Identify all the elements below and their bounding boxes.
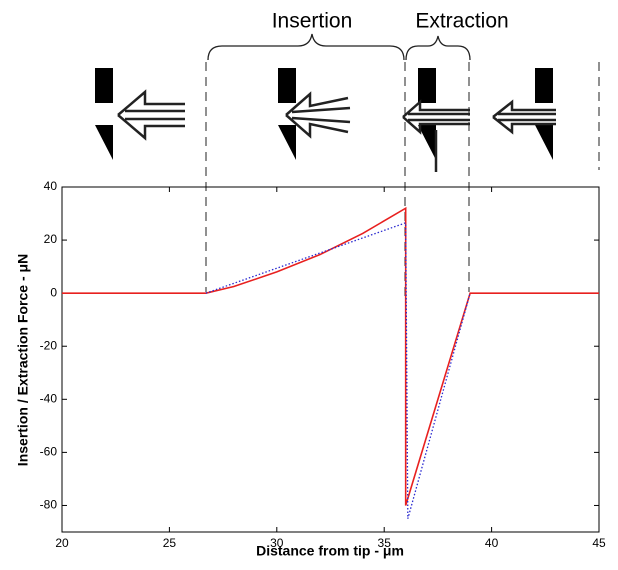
series-line — [205, 221, 471, 519]
icon-insertion — [278, 68, 351, 160]
series-line — [62, 206, 599, 506]
x-tick-label: 35 — [378, 536, 392, 550]
insertion-label: Insertion — [272, 10, 353, 33]
y-tick-label: -20 — [40, 338, 58, 352]
x-tick-label: 45 — [592, 536, 606, 550]
y-tick-label: 40 — [44, 179, 58, 193]
extraction-brace — [405, 35, 471, 61]
y-tick-label: 20 — [44, 232, 58, 246]
y-tick-label: -40 — [40, 391, 58, 405]
icon-before — [95, 68, 185, 160]
icon-extraction — [402, 68, 470, 172]
x-tick-label: 30 — [270, 536, 284, 550]
insertion-brace — [207, 33, 405, 61]
icon-after — [492, 68, 556, 160]
y-axis-label: Insertion / Extraction Force - μN — [15, 254, 31, 466]
y-tick-label: -80 — [40, 498, 58, 512]
x-tick-label: 25 — [163, 536, 177, 550]
x-tick-label: 40 — [485, 536, 499, 550]
y-tick-label: -60 — [40, 445, 58, 459]
x-tick-label: 20 — [55, 536, 69, 550]
x-axis-label: Distance from tip - μm — [256, 543, 404, 559]
plot-frame — [61, 186, 600, 533]
y-tick-label: 0 — [50, 285, 57, 299]
extraction-label: Extraction — [415, 10, 508, 33]
